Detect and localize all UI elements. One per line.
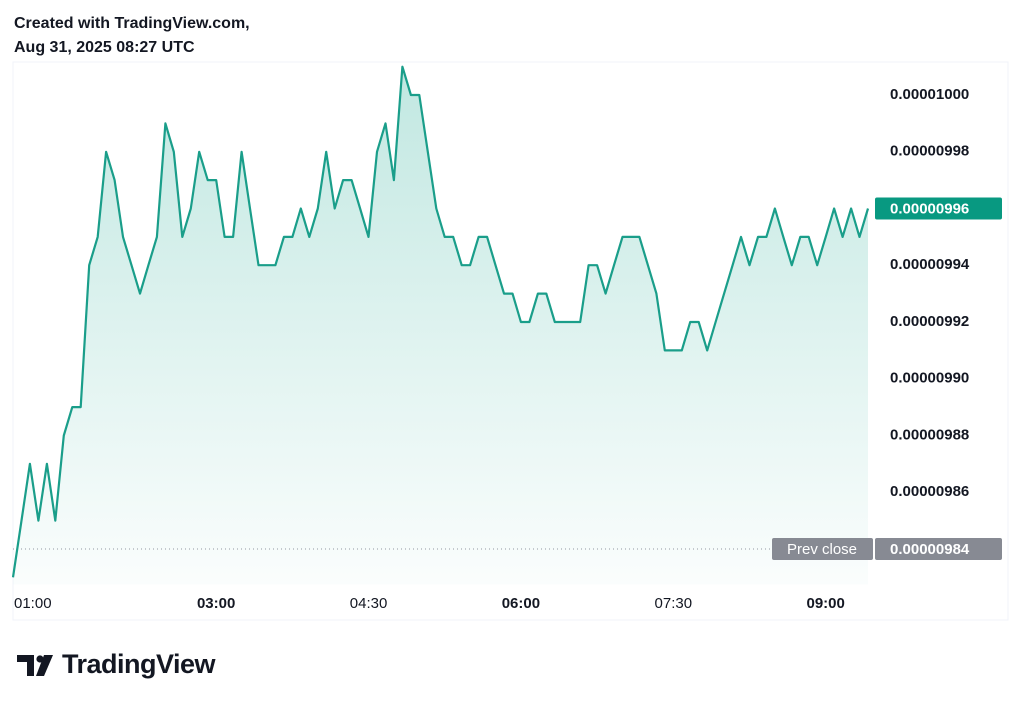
header-line: Created with TradingView.com, (14, 15, 250, 32)
header-line: Aug 31, 2025 08:27 UTC (14, 39, 195, 56)
x-tick-label: 04:30 (350, 595, 388, 612)
x-tick-label: 06:00 (502, 595, 540, 612)
prev-close-value-box (875, 537, 1002, 560)
y-tick-label: 0.00001000 (890, 86, 969, 103)
y-tick-label: 0.00000988 (890, 426, 969, 443)
brand-name: TradingView (62, 649, 217, 679)
prev-close-title-box (772, 537, 873, 560)
last-price-box (875, 197, 1002, 220)
price-line (11, 65, 870, 578)
y-tick-label: 0.00000992 (890, 313, 969, 330)
x-tick-label: 03:00 (197, 595, 235, 612)
x-tick-label: 01:00 (14, 595, 52, 612)
y-tick-label: 0.00000994 (890, 256, 970, 273)
x-tick-label: 09:00 (806, 595, 844, 612)
y-tick-label: 0.00000990 (890, 370, 969, 387)
y-tick-label: 0.00000998 (890, 143, 969, 160)
x-tick-label: 07:30 (655, 595, 693, 612)
y-tick-label: 0.00000986 (890, 483, 969, 500)
last-price-label: 0.00000996 (890, 200, 969, 217)
area-fill (13, 66, 868, 585)
prev-close-value: 0.00000984 (890, 541, 970, 558)
prev-close-title: Prev close (787, 541, 857, 558)
tradingview-logo: TradingView (17, 649, 217, 679)
